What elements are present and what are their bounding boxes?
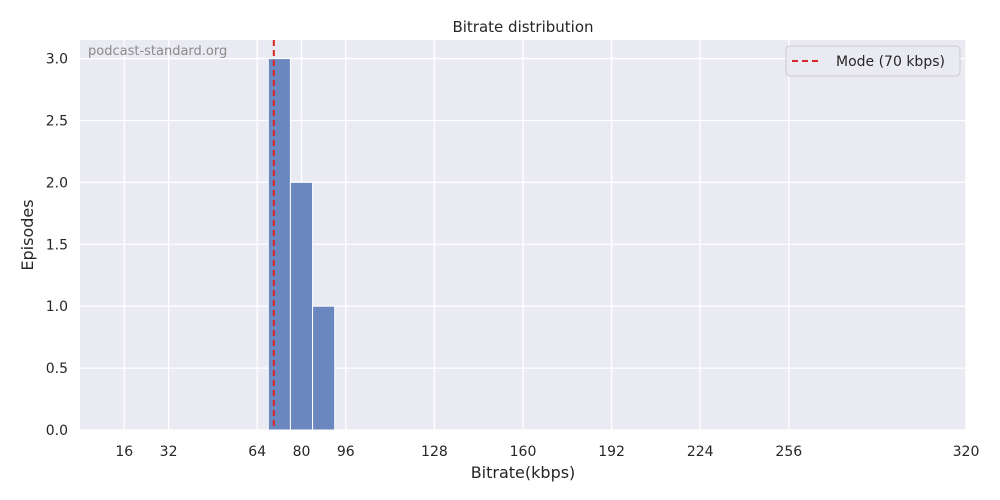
- watermark-text: podcast-standard.org: [88, 44, 227, 59]
- x-tick-label: 128: [421, 444, 448, 460]
- x-tick-label: 224: [687, 444, 714, 460]
- legend: Mode (70 kbps): [785, 45, 961, 77]
- x-tick-label: 80: [293, 444, 311, 460]
- y-tick-label: 2.0: [46, 175, 68, 191]
- x-tick-label: 16: [115, 444, 133, 460]
- x-axis-label: Bitrate(kbps): [471, 463, 576, 482]
- y-tick-label: 2.5: [46, 113, 68, 129]
- gridlines: [80, 40, 967, 431]
- x-tick-label: 96: [337, 444, 355, 460]
- chart-title: Bitrate distribution: [452, 18, 593, 36]
- x-tick-label: 320: [953, 444, 980, 460]
- histogram-bar: [289, 181, 314, 431]
- x-tick-label: 160: [510, 444, 537, 460]
- x-tick-label: 256: [775, 444, 802, 460]
- histogram-bar: [312, 305, 336, 431]
- x-tick-label: 192: [598, 444, 625, 460]
- legend-mode-label: Mode (70 kbps): [836, 54, 945, 70]
- y-tick-label: 1.0: [46, 299, 68, 315]
- y-tick-label: 3.0: [46, 52, 68, 68]
- y-axis-label: Episodes: [18, 199, 37, 270]
- x-tick-label: 32: [160, 444, 178, 460]
- y-axis-ticks: 0.0 0.5 1.0 1.5 2.0 2.5 3.0: [46, 52, 68, 439]
- histogram-bar: [267, 58, 291, 431]
- x-axis-ticks: 16 32 64 80 96 128 160 192 224 256 320: [115, 444, 979, 460]
- y-tick-label: 0.0: [46, 423, 68, 439]
- y-tick-label: 1.5: [46, 237, 68, 253]
- legend-box: [785, 45, 961, 77]
- x-tick-label: 64: [248, 444, 266, 460]
- y-tick-label: 0.5: [46, 361, 68, 377]
